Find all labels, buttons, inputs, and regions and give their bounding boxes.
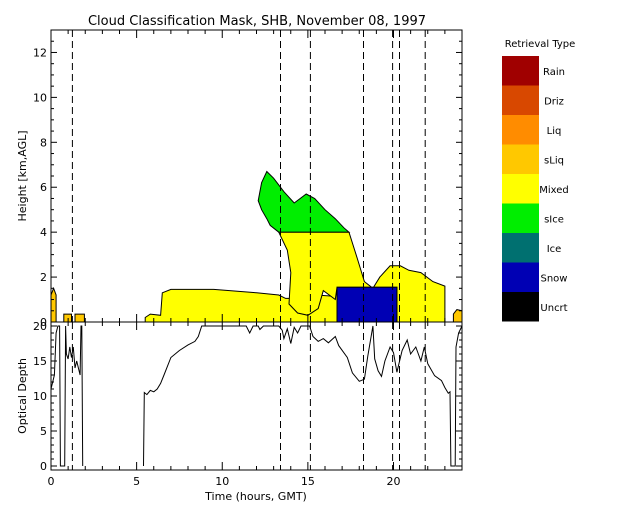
legend-swatch-mixed (502, 174, 539, 204)
legend-label-mixed: Mixed (539, 185, 569, 196)
mask-region-sliq (50, 286, 57, 323)
mask-region-sliq (74, 313, 85, 323)
optical-depth-panel: 0 5 10 15 20 Optical Depth (16, 320, 463, 473)
mask-dashed-lines (71, 30, 426, 322)
legend-title: Retrieval Type (505, 39, 576, 50)
legend-label-sliq: sLiq (544, 155, 564, 166)
legend-swatch-uncrt (502, 292, 539, 322)
chart-title: Cloud Classification Mask, SHB, November… (88, 14, 426, 29)
legend-label-ice: Ice (547, 244, 562, 255)
x-axis-label: Time (hours, GMT) (204, 490, 307, 503)
mask-y-tick-label: 6 (40, 181, 47, 194)
optical-depth-y-tick-label: 20 (33, 320, 47, 333)
legend-swatch-rain (502, 56, 539, 86)
optical-depth-y-tick-label: 5 (40, 425, 47, 438)
optical-depth-y-ticks: 0 5 10 15 20 (33, 320, 462, 473)
optical-depth-y-axis-label: Optical Depth (16, 358, 29, 434)
optical-depth-series (50, 325, 463, 467)
legend-label-sice: sIce (544, 214, 564, 225)
legend-swatch-snow (502, 262, 539, 292)
legend-label-rain: Rain (543, 67, 565, 78)
optical-depth-line (50, 325, 84, 467)
legend-swatch-ice (502, 233, 539, 263)
legend-label-liq: Liq (547, 126, 562, 137)
legend-items: Rain Driz Liq sLiq Mixed sIce Ice Snow Uncrt (502, 56, 569, 322)
legend-swatch-sice (502, 203, 539, 233)
x-tick-label: 0 (48, 475, 55, 488)
legend-swatch-liq (502, 115, 539, 145)
x-tick-label: 15 (301, 475, 315, 488)
mask-y-tick-label: 10 (33, 91, 47, 104)
legend-swatch-sliq (502, 144, 539, 174)
legend-label-driz: Driz (544, 96, 564, 107)
optical-depth-line (143, 325, 463, 467)
x-tick-label: 20 (387, 475, 401, 488)
legend-label-snow: Snow (541, 273, 568, 284)
legend-label-uncrt: Uncrt (540, 303, 567, 314)
mask-y-ticks: 0 2 4 6 8 10 12 (33, 29, 462, 329)
mask-panel: 0 2 4 6 8 10 12 Height [km,AGL] (16, 29, 463, 329)
mask-region-snow (336, 286, 398, 323)
x-ticks: 0 5 10 15 20 (48, 30, 463, 488)
optical-depth-y-tick-label: 15 (33, 355, 47, 368)
mask-y-tick-label: 8 (40, 136, 47, 149)
optical-depth-y-tick-label: 0 (40, 460, 47, 473)
x-tick-label: 10 (215, 475, 229, 488)
optical-depth-dashed-lines (71, 322, 426, 470)
mask-y-axis-label: Height [km,AGL] (16, 130, 29, 221)
legend-swatch-driz (502, 85, 539, 115)
optical-depth-y-tick-label: 10 (33, 390, 47, 403)
mask-y-tick-label: 4 (40, 226, 47, 239)
x-tick-label: 5 (133, 475, 140, 488)
optical-depth-plot-area (51, 322, 462, 470)
legend: Retrieval Type Rain Driz Liq sLiq Mixed sIce I… (502, 39, 575, 322)
mask-y-tick-label: 0 (40, 316, 47, 329)
mask-y-tick-label: 2 (40, 271, 47, 284)
mask-y-tick-label: 12 (33, 46, 47, 59)
